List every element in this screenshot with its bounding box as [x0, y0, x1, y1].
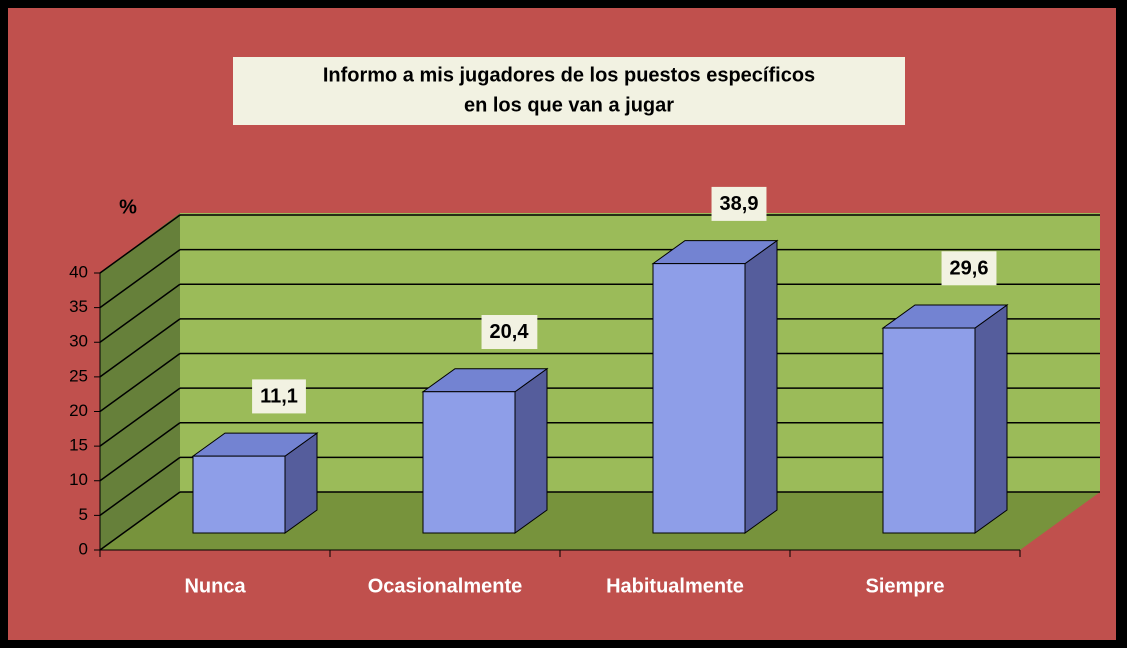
- y-tick-label: 0: [79, 539, 88, 558]
- y-tick-label: 15: [69, 436, 88, 455]
- y-axis-label: %: [119, 196, 137, 218]
- grid-line: [99, 352, 181, 413]
- bar: [422, 391, 516, 534]
- chart-title: en los que van a jugar: [464, 94, 674, 116]
- bar: [882, 327, 976, 534]
- grid-line: [99, 214, 181, 274]
- value-label-box: [252, 379, 306, 414]
- x-tick-label: Habitualmente: [606, 575, 744, 597]
- y-tick-label: 30: [69, 332, 88, 351]
- grid-line: [99, 283, 181, 343]
- x-tick-label: Ocasionalmente: [368, 575, 523, 597]
- grid-line: [99, 249, 181, 309]
- grid-line: [99, 318, 181, 378]
- floor: [100, 492, 1100, 550]
- y-tick-label: 5: [79, 505, 88, 524]
- bar-side: [514, 367, 548, 534]
- value-label: 20,4: [490, 321, 530, 343]
- value-label-box: [481, 315, 538, 350]
- title-box: [233, 57, 905, 125]
- x-tick-label: Nunca: [184, 575, 246, 597]
- bar: [192, 455, 286, 534]
- chart-title: Informo a mis jugadores de los puestos e…: [323, 64, 815, 86]
- grid-line: [99, 422, 181, 482]
- value-label: 29,6: [950, 257, 989, 279]
- grid-line: [99, 456, 181, 516]
- y-tick-label: 35: [69, 297, 88, 316]
- value-label-box: [711, 186, 767, 221]
- bar-side: [744, 239, 778, 534]
- bar-side: [974, 304, 1008, 534]
- y-tick-label: 25: [69, 366, 88, 385]
- grid-line: [99, 387, 181, 447]
- y-tick-label: 20: [69, 401, 88, 420]
- value-label-box: [941, 251, 997, 286]
- x-tick-label: Siempre: [866, 575, 945, 597]
- y-tick-label: 40: [69, 262, 88, 281]
- value-label: 11,1: [260, 385, 298, 407]
- y-tick-label: 10: [69, 470, 88, 489]
- bar: [652, 263, 746, 534]
- grid-line: [99, 491, 181, 551]
- value-label: 38,9: [720, 193, 759, 215]
